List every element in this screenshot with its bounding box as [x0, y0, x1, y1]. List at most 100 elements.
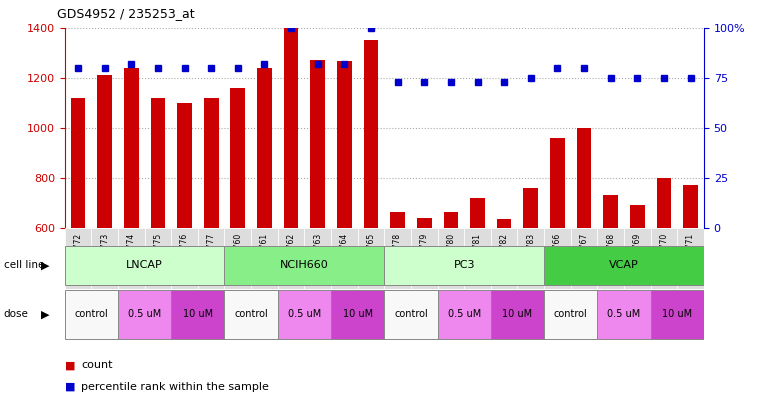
FancyBboxPatch shape: [91, 228, 118, 289]
Text: GSM1359773: GSM1359773: [100, 233, 109, 284]
FancyBboxPatch shape: [571, 228, 597, 289]
FancyBboxPatch shape: [118, 228, 145, 289]
Bar: [524, 188, 538, 228]
FancyBboxPatch shape: [224, 228, 251, 289]
FancyBboxPatch shape: [65, 290, 118, 339]
FancyBboxPatch shape: [224, 246, 384, 285]
Text: dose: dose: [4, 309, 29, 320]
Text: GSM1359761: GSM1359761: [260, 233, 269, 284]
Text: GSM1359767: GSM1359767: [580, 233, 588, 284]
Text: 10 uM: 10 uM: [342, 309, 373, 320]
Text: cell line: cell line: [4, 260, 44, 270]
FancyBboxPatch shape: [491, 228, 517, 289]
Text: control: control: [234, 309, 268, 320]
Text: GDS4952 / 235253_at: GDS4952 / 235253_at: [57, 7, 195, 20]
FancyBboxPatch shape: [384, 246, 544, 285]
FancyBboxPatch shape: [411, 228, 438, 289]
Text: GSM1359781: GSM1359781: [473, 233, 482, 284]
Text: GSM1359770: GSM1359770: [660, 233, 668, 284]
Text: ▶: ▶: [41, 309, 50, 320]
FancyBboxPatch shape: [544, 246, 704, 285]
Text: PC3: PC3: [454, 260, 475, 270]
Bar: [204, 97, 218, 228]
Text: VCAP: VCAP: [609, 260, 639, 270]
FancyBboxPatch shape: [597, 290, 651, 339]
FancyBboxPatch shape: [331, 228, 358, 289]
Bar: [577, 128, 591, 228]
Text: GSM1359775: GSM1359775: [154, 233, 162, 284]
Text: GSM1359762: GSM1359762: [287, 233, 295, 284]
FancyBboxPatch shape: [118, 290, 171, 339]
Text: GSM1359763: GSM1359763: [314, 233, 322, 284]
FancyBboxPatch shape: [491, 290, 544, 339]
Text: 0.5 uM: 0.5 uM: [288, 309, 321, 320]
Text: GSM1359783: GSM1359783: [527, 233, 535, 284]
FancyBboxPatch shape: [517, 228, 544, 289]
Text: GSM1359769: GSM1359769: [633, 233, 642, 284]
FancyBboxPatch shape: [358, 228, 384, 289]
FancyBboxPatch shape: [65, 246, 224, 285]
Bar: [550, 138, 565, 228]
Bar: [444, 212, 458, 228]
Bar: [124, 68, 139, 228]
Text: GSM1359768: GSM1359768: [607, 233, 615, 284]
Text: ■: ■: [65, 382, 75, 392]
Text: 0.5 uM: 0.5 uM: [607, 309, 641, 320]
Text: percentile rank within the sample: percentile rank within the sample: [81, 382, 269, 392]
FancyBboxPatch shape: [331, 290, 384, 339]
Text: GSM1359779: GSM1359779: [420, 233, 428, 284]
Bar: [97, 75, 112, 228]
Text: 10 uM: 10 uM: [662, 309, 693, 320]
Text: LNCAP: LNCAP: [126, 260, 163, 270]
Text: NCIH660: NCIH660: [280, 260, 329, 270]
FancyBboxPatch shape: [171, 228, 198, 289]
Bar: [231, 88, 245, 228]
FancyBboxPatch shape: [171, 290, 224, 339]
Bar: [151, 97, 165, 228]
Bar: [337, 61, 352, 228]
Text: GSM1359771: GSM1359771: [686, 233, 695, 284]
Bar: [71, 97, 85, 228]
Bar: [417, 218, 431, 228]
FancyBboxPatch shape: [438, 228, 464, 289]
Text: GSM1359782: GSM1359782: [500, 233, 508, 284]
Bar: [177, 103, 192, 228]
Text: GSM1359764: GSM1359764: [340, 233, 349, 284]
FancyBboxPatch shape: [677, 228, 704, 289]
Text: control: control: [394, 309, 428, 320]
Text: control: control: [75, 309, 108, 320]
Text: 10 uM: 10 uM: [502, 309, 533, 320]
Bar: [603, 195, 618, 228]
FancyBboxPatch shape: [198, 228, 224, 289]
Text: 10 uM: 10 uM: [183, 309, 213, 320]
Text: GSM1359774: GSM1359774: [127, 233, 135, 284]
Text: GSM1359780: GSM1359780: [447, 233, 455, 284]
Text: GSM1359760: GSM1359760: [234, 233, 242, 284]
FancyBboxPatch shape: [278, 290, 331, 339]
Bar: [630, 206, 645, 228]
FancyBboxPatch shape: [651, 228, 677, 289]
FancyBboxPatch shape: [597, 228, 624, 289]
Text: GSM1359765: GSM1359765: [367, 233, 375, 284]
Bar: [657, 178, 671, 228]
FancyBboxPatch shape: [251, 228, 278, 289]
Text: GSM1359776: GSM1359776: [180, 233, 189, 284]
FancyBboxPatch shape: [145, 228, 171, 289]
Text: ■: ■: [65, 360, 75, 371]
Bar: [390, 212, 405, 228]
FancyBboxPatch shape: [384, 290, 438, 339]
Text: GSM1359772: GSM1359772: [74, 233, 82, 284]
Text: GSM1359766: GSM1359766: [553, 233, 562, 284]
FancyBboxPatch shape: [304, 228, 331, 289]
Bar: [284, 28, 298, 228]
FancyBboxPatch shape: [224, 290, 278, 339]
Bar: [683, 185, 698, 228]
FancyBboxPatch shape: [544, 228, 571, 289]
FancyBboxPatch shape: [624, 228, 651, 289]
Text: count: count: [81, 360, 113, 371]
FancyBboxPatch shape: [464, 228, 491, 289]
Text: 0.5 uM: 0.5 uM: [128, 309, 161, 320]
Bar: [497, 219, 511, 228]
Text: GSM1359778: GSM1359778: [393, 233, 402, 284]
FancyBboxPatch shape: [544, 290, 597, 339]
